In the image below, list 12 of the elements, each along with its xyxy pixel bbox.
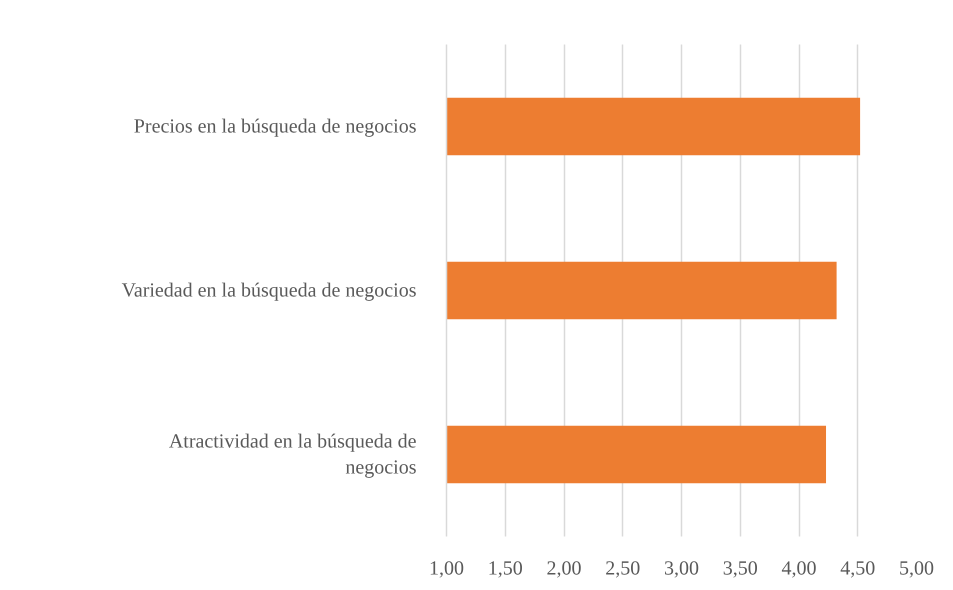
x-tick-label: 4,00 [782, 558, 816, 580]
y-tick-label: Atractividad en la búsqueda de negocios [168, 430, 417, 479]
x-tick-label: 1,00 [429, 558, 464, 580]
x-tick-label: 3,50 [722, 558, 758, 580]
y-tick-label: Variedad en la búsqueda de negocios [122, 280, 417, 302]
x-tick-label: 4,50 [840, 558, 876, 580]
x-tick-label: 3,00 [664, 558, 699, 580]
y-tick-label: Precios en la búsqueda de negocios [134, 116, 417, 138]
x-tick-label: 2,50 [605, 558, 640, 580]
x-tick-label: 1,50 [488, 558, 523, 580]
x-tick-label: 2,00 [546, 558, 582, 580]
x-tick-label: 5,00 [899, 558, 934, 580]
